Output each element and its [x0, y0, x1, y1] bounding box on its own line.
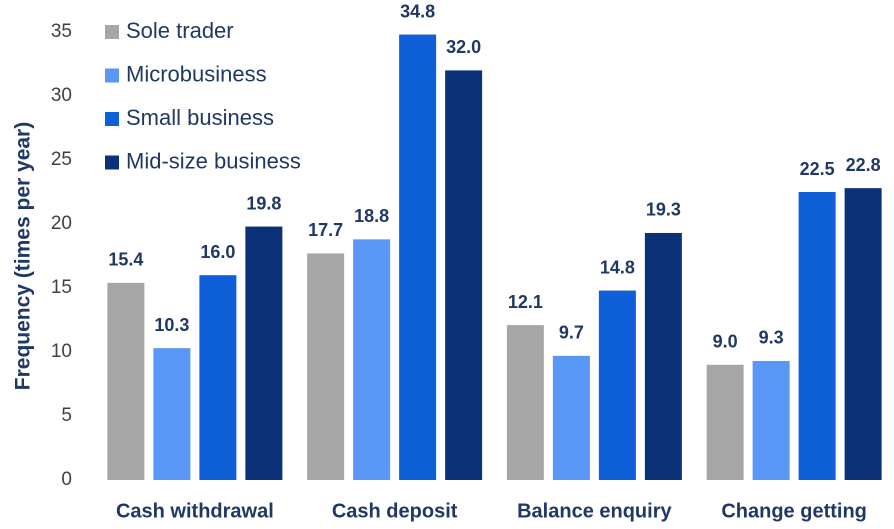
- bar: [752, 360, 790, 480]
- bar: [644, 232, 682, 480]
- x-tick-label: Balance enquiry: [517, 500, 672, 522]
- value-label: 9.0: [713, 332, 738, 352]
- value-label: 12.1: [508, 292, 543, 312]
- y-axis-label: Frequency (times per year): [12, 122, 35, 390]
- value-label: 9.3: [759, 328, 784, 348]
- bar: [399, 34, 437, 481]
- bar: [245, 226, 283, 480]
- y-tick-label: 10: [51, 341, 72, 362]
- x-tick-label: Cash deposit: [332, 500, 458, 522]
- value-label: 19.8: [246, 193, 281, 213]
- value-label: 34.8: [400, 1, 435, 21]
- bar: [199, 275, 237, 480]
- value-label: 17.7: [308, 220, 343, 240]
- legend-label: Mid-size business: [126, 148, 301, 173]
- legend-swatch: [105, 68, 119, 83]
- bar: [107, 282, 145, 480]
- value-label: 32.0: [446, 37, 481, 57]
- legend-swatch: [105, 155, 119, 170]
- y-tick-label: 15: [51, 277, 72, 298]
- x-tick-label: Change getting: [721, 500, 867, 522]
- legend-label: Small business: [126, 105, 274, 130]
- y-tick-label: 25: [51, 149, 72, 170]
- bar: [844, 188, 882, 480]
- value-label: 22.8: [846, 155, 881, 175]
- bar: [153, 348, 191, 480]
- bar: [706, 364, 744, 480]
- bar: [506, 325, 544, 480]
- value-label: 22.5: [800, 159, 835, 179]
- value-label: 16.0: [200, 242, 235, 262]
- value-label: 14.8: [600, 257, 635, 277]
- y-tick-label: 20: [51, 213, 72, 234]
- legend-label: Microbusiness: [126, 61, 267, 86]
- legend-label: Sole trader: [126, 18, 234, 43]
- value-label: 15.4: [108, 250, 143, 270]
- y-tick-label: 0: [61, 469, 72, 490]
- y-tick-label: 30: [51, 85, 72, 106]
- bar: [598, 290, 636, 480]
- bar: [445, 70, 483, 481]
- x-tick-label: Cash withdrawal: [116, 500, 274, 522]
- bar: [798, 192, 836, 480]
- legend-swatch: [105, 25, 119, 39]
- y-tick-label: 5: [61, 405, 72, 426]
- bar: [307, 253, 345, 480]
- value-label: 19.3: [646, 200, 681, 220]
- value-label: 10.3: [154, 315, 189, 335]
- bar: [552, 355, 590, 480]
- bar: [353, 239, 391, 480]
- value-label: 9.7: [559, 323, 584, 343]
- value-label: 18.8: [354, 206, 389, 226]
- y-tick-label: 35: [51, 21, 72, 42]
- legend-swatch: [105, 112, 119, 126]
